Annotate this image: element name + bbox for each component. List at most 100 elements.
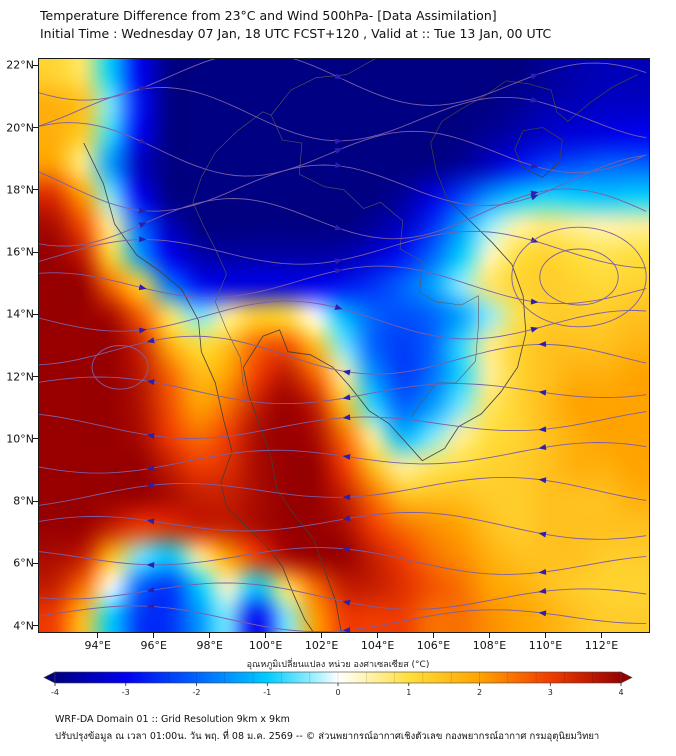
lon-tick-mark: [265, 633, 267, 638]
lat-tick-label: 14°N: [6, 307, 34, 321]
lat-tick-label: 12°N: [6, 370, 34, 384]
wind-arrow-icon: [530, 162, 539, 169]
wind-streamline: [39, 376, 647, 405]
wind-arrow-icon: [334, 162, 343, 169]
colorbar-tick-label: 3: [548, 688, 553, 697]
lat-tick-mark: [33, 500, 38, 502]
wind-arrow-icon: [334, 148, 343, 154]
wind-arrow-icon: [530, 326, 539, 333]
lat-tick-mark: [33, 189, 38, 191]
colorbar-tick-label: 2: [477, 688, 482, 697]
wind-arrow-icon: [138, 327, 147, 334]
coastline: [242, 80, 527, 632]
colorbar-tick-label: 1: [406, 688, 411, 697]
lat-tick-label: 6°N: [13, 556, 34, 570]
lat-tick-label: 8°N: [13, 494, 34, 508]
wind-streamline: [39, 300, 647, 340]
wind-arrow-icon: [146, 481, 155, 488]
wind-arrow-icon: [342, 515, 351, 522]
wind-arrow-icon: [342, 369, 351, 376]
wind-streamline: [39, 511, 647, 540]
wind-arrow-icon: [538, 610, 547, 617]
colorbar-tick-label: -2: [193, 688, 201, 697]
lat-tick-mark: [33, 376, 38, 378]
lat-tick-mark: [33, 251, 38, 253]
wind-arrow-icon: [138, 86, 147, 93]
lon-tick-label: 108°E: [472, 639, 507, 652]
wind-arrow-icon: [146, 586, 155, 593]
lon-tick-mark: [544, 633, 546, 638]
colorbar: -4 -3 -2 -1 0 1 2 3 4: [43, 671, 633, 697]
wind-arrow-icon: [146, 433, 155, 439]
lon-tick-mark: [97, 633, 99, 638]
colorbar-tick-label: -1: [263, 688, 271, 697]
lon-tick-label: 96°E: [140, 639, 167, 652]
colorbar-tick-label: 0: [335, 688, 340, 697]
wind-arrow-icon: [334, 138, 343, 145]
lon-tick-mark: [377, 633, 379, 638]
wind-streamline: [39, 230, 647, 269]
chart-title: Temperature Difference from 23°C and Win…: [40, 8, 497, 23]
wind-arrow-icon: [538, 531, 547, 538]
wind-arrow-icon: [146, 603, 155, 610]
wind-streamline: [39, 582, 647, 610]
lon-tick-mark: [209, 633, 211, 638]
wind-streamline: [39, 122, 647, 177]
country-border: [201, 59, 375, 178]
lon-tick-label: 110°E: [528, 639, 563, 652]
wind-streamlines-overlay: [39, 59, 647, 632]
wind-arrow-icon: [530, 190, 539, 197]
wind-arrow-icon: [538, 341, 547, 348]
wind-arrow-icon: [138, 137, 147, 144]
lon-tick-label: 102°E: [304, 639, 339, 652]
colorbar-tick-label: 4: [618, 688, 623, 697]
wind-streamline: [39, 265, 647, 305]
wind-streamline: [91, 345, 149, 390]
colorbar-right-arrow-icon: [620, 671, 633, 684]
footer-update-info: ปรับปรุงข้อมูล ณ เวลา 01:00น. วัน พฤ. ที…: [55, 731, 600, 742]
wind-streamline: [39, 59, 647, 106]
wind-arrow-icon: [342, 494, 351, 501]
lat-tick-label: 16°N: [6, 245, 34, 259]
wind-arrow-icon: [146, 562, 155, 569]
wind-arrow-icon: [342, 546, 351, 553]
lat-tick-label: 4°N: [13, 619, 34, 633]
wind-arrow-icon: [342, 394, 351, 401]
lon-tick-label: 100°E: [248, 639, 283, 652]
lat-tick-mark: [33, 625, 38, 627]
lat-tick-label: 10°N: [6, 432, 34, 446]
wind-arrow-icon: [530, 73, 539, 80]
colorbar-tick-label: -3: [122, 688, 130, 697]
coastline: [506, 74, 638, 122]
wind-arrow-icon: [530, 96, 539, 103]
wind-arrow-icon: [334, 73, 343, 80]
lat-tick-label: 22°N: [6, 58, 34, 72]
lat-tick-mark: [33, 313, 38, 315]
lat-tick-mark: [33, 64, 38, 66]
wind-arrow-icon: [138, 222, 147, 229]
map-frame: [38, 58, 650, 633]
colorbar-tick-label: -4: [51, 688, 59, 697]
lon-tick-label: 106°E: [416, 639, 451, 652]
wind-streamline: [39, 154, 647, 212]
wind-arrow-icon: [538, 444, 547, 451]
wind-arrow-icon: [538, 426, 547, 433]
lat-tick-mark: [33, 562, 38, 564]
lon-tick-mark: [321, 633, 323, 638]
lat-tick-label: 20°N: [6, 121, 34, 134]
wind-arrow-icon: [538, 587, 547, 594]
wind-arrow-icon: [334, 268, 343, 275]
wind-streamline: [39, 87, 647, 142]
lon-tick-label: 104°E: [360, 639, 395, 652]
wind-arrow-icon: [342, 414, 351, 421]
wind-arrow-icon: [342, 454, 351, 461]
lon-tick-label: 112°E: [584, 639, 619, 652]
wind-arrow-icon: [146, 464, 155, 471]
chart-subtitle: Initial Time : Wednesday 07 Jan, 18 UTC …: [40, 26, 552, 41]
country-border: [192, 177, 244, 387]
lon-tick-mark: [489, 633, 490, 638]
lon-tick-mark: [433, 633, 435, 638]
wind-streamline: [39, 547, 647, 575]
wind-streamline: [511, 226, 647, 328]
